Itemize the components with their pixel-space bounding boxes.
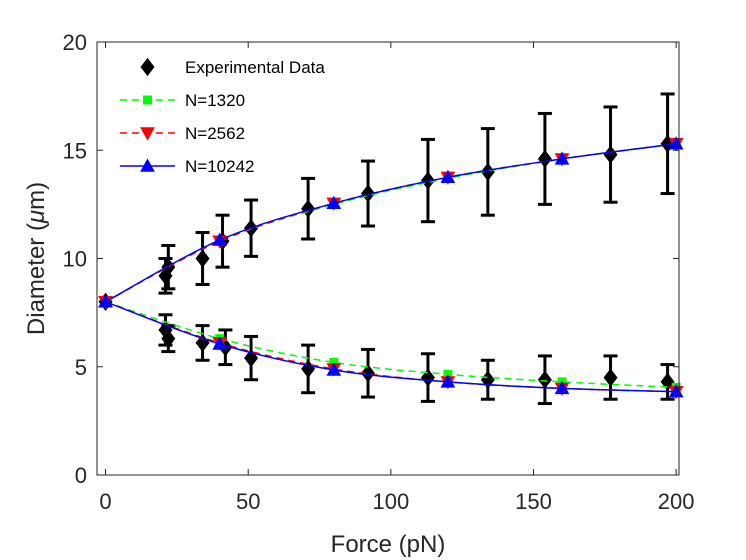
x-tick-label-1: 50 <box>236 489 260 514</box>
series-line-n10242-upper <box>105 143 677 303</box>
experimental-point-lower_branch-11 <box>660 372 675 392</box>
x-tick-label-3: 150 <box>515 489 552 514</box>
series-marker-n10242-lower-3 <box>440 374 456 388</box>
legend-marker-n1320 <box>143 95 152 105</box>
y-axis-title: Diameter (μm) <box>23 182 50 335</box>
series-marker-n10242-upper-3 <box>440 169 456 184</box>
series-marker-n10242-lower-1 <box>212 336 228 350</box>
series-line-n1320-lower <box>105 301 677 389</box>
y-tick-label-4: 20 <box>63 30 87 55</box>
series-marker-n1320-lower-3 <box>443 369 453 379</box>
series-marker-n10242-lower-4 <box>554 380 570 395</box>
legend-marker-n10242 <box>140 158 155 172</box>
experimental-point-lower_branch-5 <box>301 359 316 379</box>
y-axis-title-tail: m) <box>23 182 50 210</box>
experimental-point-lower_branch-6 <box>361 364 376 383</box>
series-marker-n10242-lower-0 <box>98 294 113 308</box>
experimental-point-lower_branch-7 <box>420 368 435 387</box>
experimental-point-lower_branch-8 <box>480 370 495 389</box>
legend-marker-experimental <box>140 57 155 77</box>
experimental-point-lower_branch-10 <box>603 368 618 387</box>
experimental-point-upper_branch-10 <box>537 149 552 169</box>
legend-entry-2: N=2562 <box>120 124 245 143</box>
legend-entry-3: N=10242 <box>120 157 254 176</box>
legend-label-n10242: N=10242 <box>185 157 254 176</box>
legend-label-experimental: Experimental Data <box>185 58 325 77</box>
experimental-point-upper_branch-3 <box>195 249 210 268</box>
experimental-point-lower_branch-1 <box>161 329 176 348</box>
legend: Experimental Data N=1320 N=2562 N=10242 <box>120 57 325 176</box>
experimental-point-upper_branch-7 <box>361 184 376 203</box>
legend-entry-1: N=1320 <box>120 91 245 110</box>
experimental-point-upper_branch-2 <box>161 258 176 277</box>
axes: 0 50 100 150 200 0 5 10 15 20 Force (pN) Diameter (… <box>23 30 695 558</box>
series-line-n2562-lower <box>105 301 677 393</box>
experimental-point-lower_branch-4 <box>244 348 259 368</box>
x-tick-label-2: 100 <box>372 489 409 514</box>
experimental-point-upper_branch-6 <box>301 199 316 218</box>
experimental-point-upper_branch-11 <box>603 145 618 164</box>
series-marker-n10242-upper-2 <box>326 195 342 209</box>
y-tick-label-2: 10 <box>63 247 87 272</box>
legend-label-n2562: N=2562 <box>185 124 245 143</box>
series-marker-n10242-upper-1 <box>212 232 228 246</box>
y-tick-label-3: 15 <box>63 138 87 163</box>
y-axis-title-main: Diameter ( <box>23 223 50 335</box>
legend-entry-0: Experimental Data <box>140 57 325 77</box>
x-tick-label-4: 200 <box>658 489 695 514</box>
x-axis-title: Force (pN) <box>331 531 446 558</box>
series-marker-n10242-upper-4 <box>554 151 570 165</box>
x-tick-label-0: 0 <box>99 489 111 514</box>
legend-label-n1320: N=1320 <box>185 91 245 110</box>
y-tick-label-0: 0 <box>75 463 87 488</box>
y-tick-label-1: 5 <box>75 355 87 380</box>
experimental-point-lower_branch-9 <box>537 370 552 389</box>
y-axis-title-mu: μ <box>23 210 50 224</box>
experimental-point-lower_branch-2 <box>195 333 210 353</box>
series-marker-n1320-lower-2 <box>329 357 339 367</box>
series-line-n10242-lower <box>105 301 677 393</box>
experimental-point-upper_branch-9 <box>480 162 495 181</box>
legend-marker-n2562 <box>140 127 155 141</box>
series-marker-n10242-lower-2 <box>326 362 342 376</box>
